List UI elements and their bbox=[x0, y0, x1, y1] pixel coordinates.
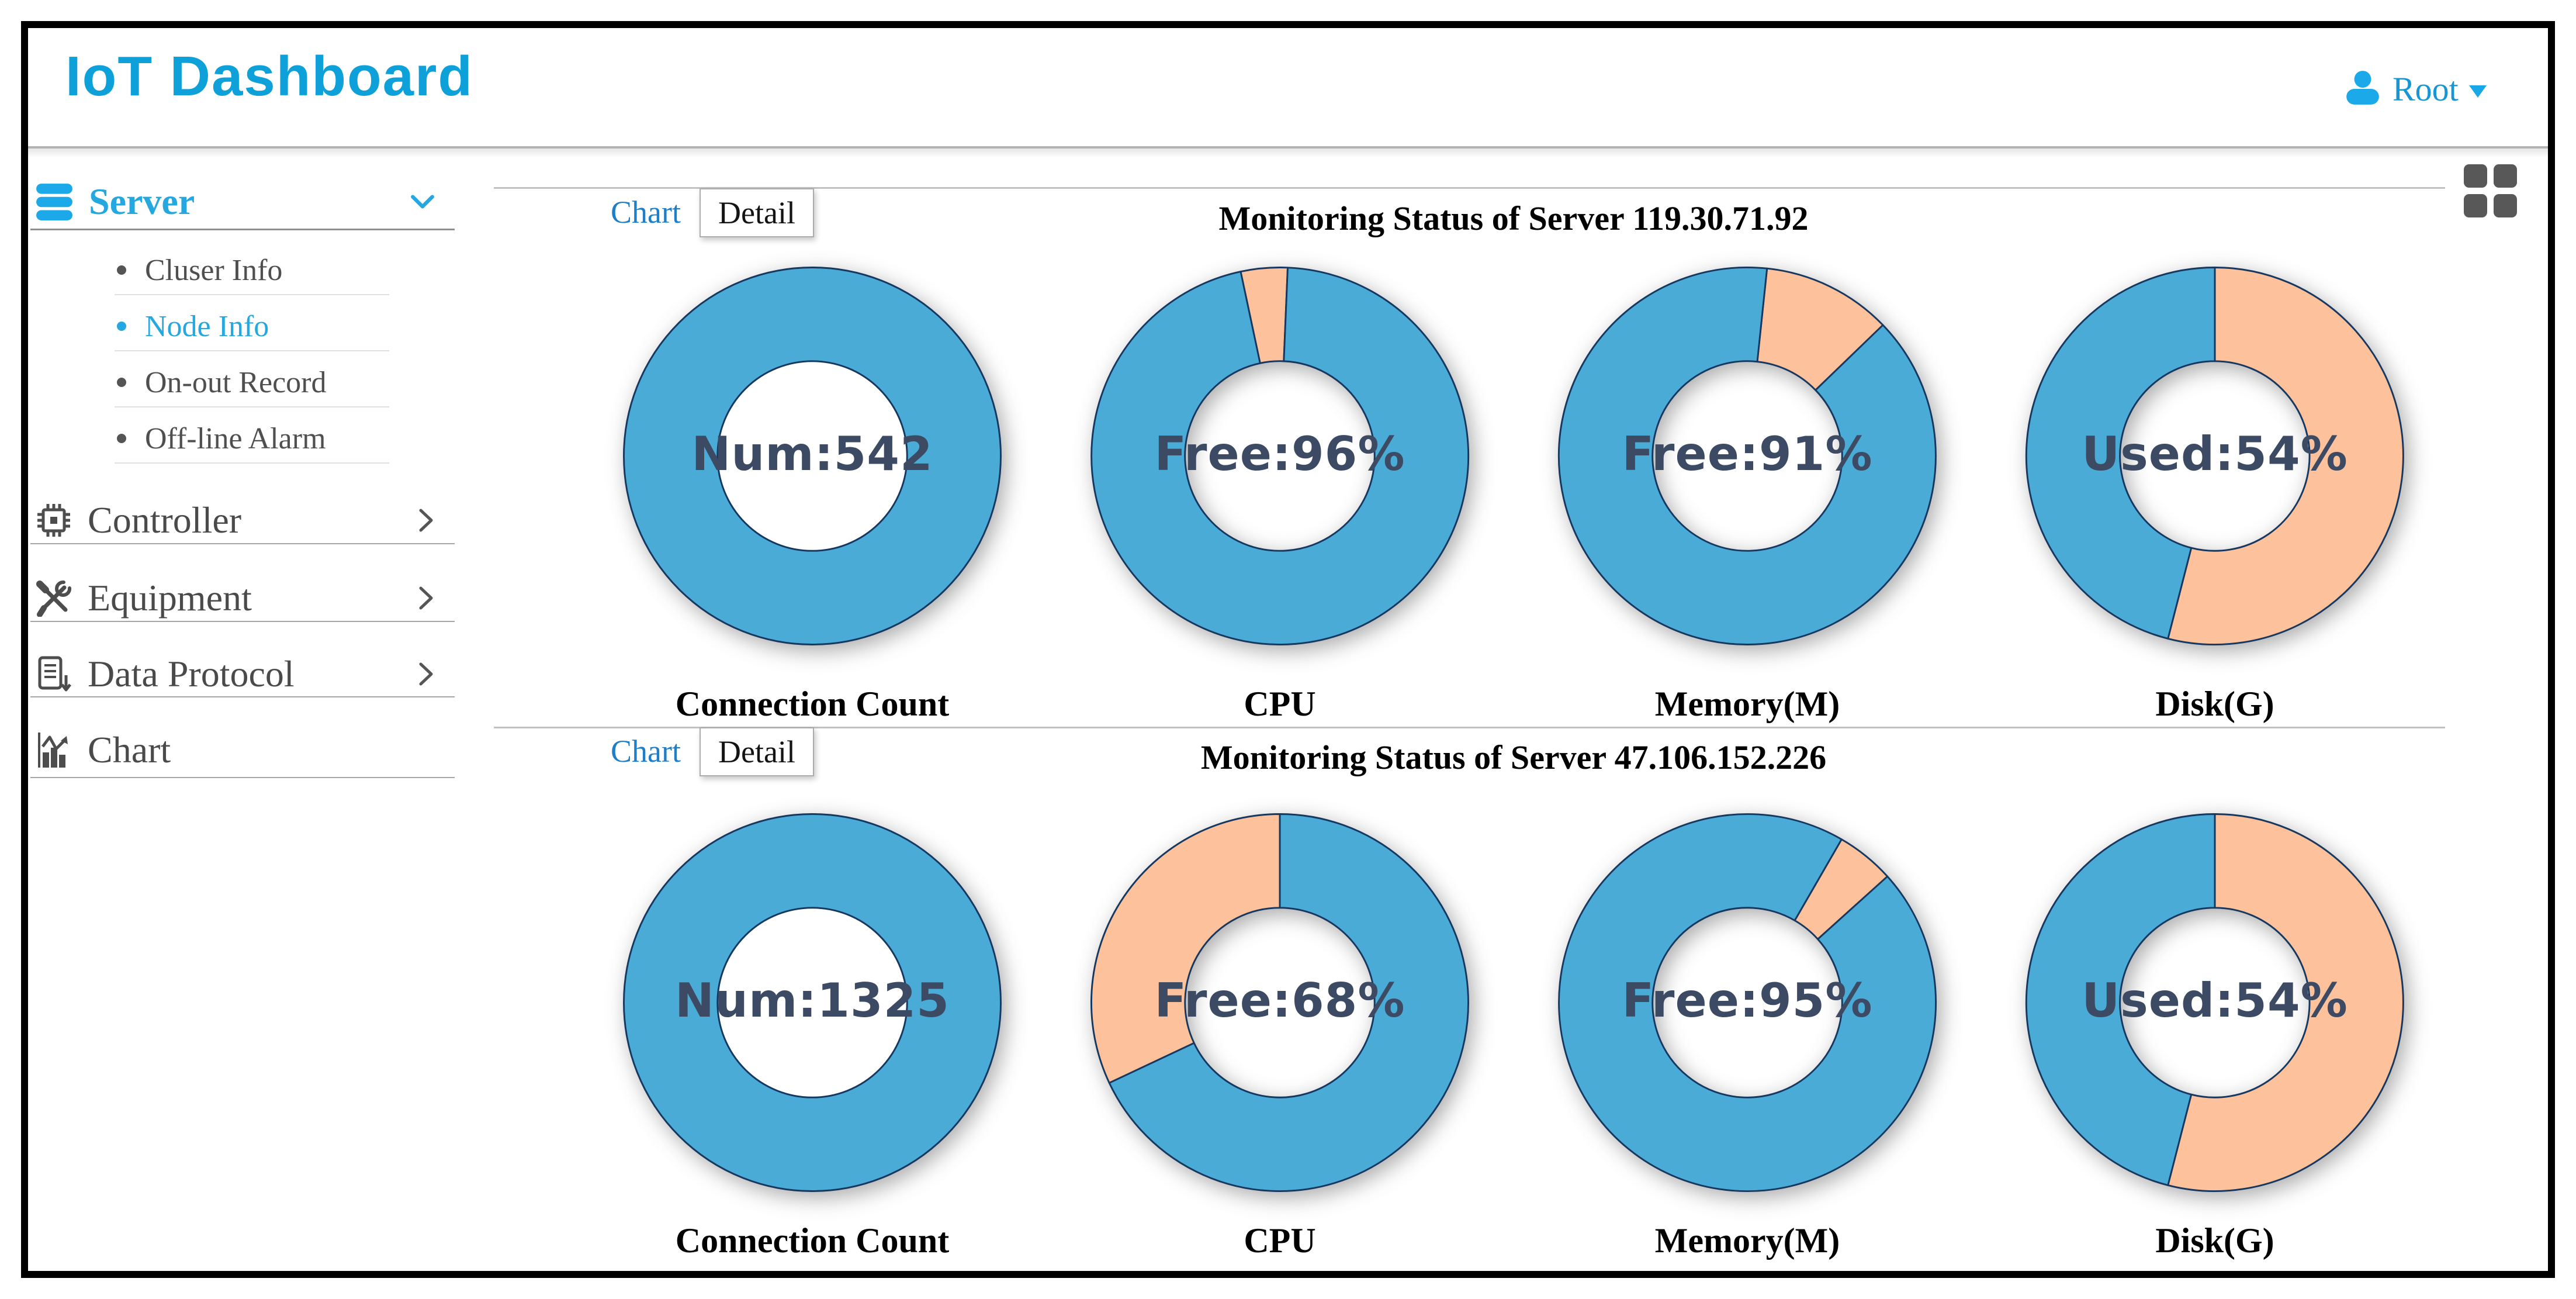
grid-layout-icon[interactable] bbox=[2464, 164, 2518, 218]
user-menu[interactable]: Root bbox=[2343, 65, 2487, 112]
donut-chart-cpu bbox=[1081, 804, 1479, 1201]
chevron-right-icon bbox=[416, 507, 436, 534]
panel-title: Monitoring Status of Server 47.106.152.2… bbox=[1200, 738, 1827, 776]
bullet-icon bbox=[117, 322, 126, 331]
donut-label: Memory(M) bbox=[1654, 685, 1840, 723]
donut-label: Connection Count bbox=[675, 685, 950, 723]
chevron-right-icon bbox=[416, 661, 436, 687]
chevron-right-icon bbox=[416, 585, 436, 612]
sidebar-item-server[interactable]: Server bbox=[35, 177, 456, 226]
sidebar-item-cluser-info[interactable]: Cluser Info bbox=[117, 250, 444, 291]
protocol-document-icon bbox=[35, 655, 72, 693]
donut-label: CPU bbox=[1244, 685, 1316, 723]
tab-chart[interactable]: Chart bbox=[611, 734, 681, 769]
sidebar-subitem-label: On-out Record bbox=[145, 365, 327, 399]
divider bbox=[115, 294, 389, 295]
bullet-icon bbox=[117, 434, 126, 443]
sidebar-subitem-label: Cluser Info bbox=[145, 253, 283, 287]
sidebar-item-label: Data Protocol bbox=[88, 653, 295, 695]
chevron-down-icon bbox=[409, 191, 436, 213]
donut-chart-connection-count bbox=[614, 257, 1011, 655]
divider bbox=[30, 543, 455, 544]
database-icon bbox=[35, 182, 74, 221]
divider bbox=[115, 462, 389, 464]
bullet-icon bbox=[117, 265, 126, 275]
divider bbox=[30, 229, 455, 230]
donut-chart-memory bbox=[1549, 257, 1946, 655]
user-name: Root bbox=[2393, 70, 2459, 108]
bar-chart-icon bbox=[35, 731, 72, 769]
divider bbox=[30, 621, 455, 622]
donut-chart-cpu bbox=[1081, 257, 1479, 655]
donut-label: CPU bbox=[1244, 1221, 1316, 1260]
tab-detail[interactable]: Detail bbox=[700, 727, 814, 776]
tab-chart[interactable]: Chart bbox=[611, 195, 681, 230]
sidebar-item-label: Chart bbox=[88, 729, 171, 771]
panel-title: Monitoring Status of Server 119.30.71.92 bbox=[1218, 199, 1809, 237]
donut-label: Memory(M) bbox=[1654, 1221, 1840, 1260]
donut-label: Connection Count bbox=[675, 1221, 950, 1260]
divider bbox=[30, 777, 455, 778]
page-title: IoT Dashboard bbox=[65, 45, 474, 108]
divider bbox=[115, 350, 389, 351]
donut-chart-disk bbox=[2016, 804, 2414, 1201]
divider bbox=[115, 406, 389, 407]
donut-chart-memory bbox=[1549, 804, 1946, 1201]
chip-icon bbox=[35, 502, 72, 539]
sidebar-item-label: Controller bbox=[88, 499, 242, 541]
sidebar-item-on-out-record[interactable]: On-out Record bbox=[117, 362, 444, 403]
sidebar-item-node-info[interactable]: Node Info bbox=[117, 306, 444, 347]
header-divider bbox=[28, 146, 2548, 158]
sidebar-item-off-line-alarm[interactable]: Off-line Alarm bbox=[117, 418, 444, 459]
donut-label: Disk(G) bbox=[2155, 1221, 2274, 1260]
sidebar-item-equipment[interactable]: Equipment bbox=[35, 574, 456, 623]
sidebar-subitem-label: Node Info bbox=[145, 309, 269, 343]
bullet-icon bbox=[117, 378, 126, 387]
donut-chart-connection-count bbox=[614, 804, 1011, 1201]
sidebar-item-data-protocol[interactable]: Data Protocol bbox=[35, 650, 456, 699]
panel-top-border bbox=[494, 727, 2445, 728]
sidebar-item-controller[interactable]: Controller bbox=[35, 496, 456, 545]
panel-top-border bbox=[494, 187, 2445, 189]
tools-icon bbox=[35, 579, 72, 617]
chevron-down-icon bbox=[2468, 85, 2487, 98]
sidebar-item-label: Equipment bbox=[88, 577, 252, 619]
sidebar-item-label: Server bbox=[89, 181, 195, 222]
tab-detail[interactable]: Detail bbox=[700, 188, 814, 237]
sidebar-item-chart[interactable]: Chart bbox=[35, 725, 456, 775]
divider bbox=[30, 696, 455, 697]
donut-label: Disk(G) bbox=[2155, 685, 2274, 723]
sidebar-subitem-label: Off-line Alarm bbox=[145, 422, 326, 455]
user-icon bbox=[2343, 70, 2382, 108]
donut-chart-disk bbox=[2016, 257, 2414, 655]
